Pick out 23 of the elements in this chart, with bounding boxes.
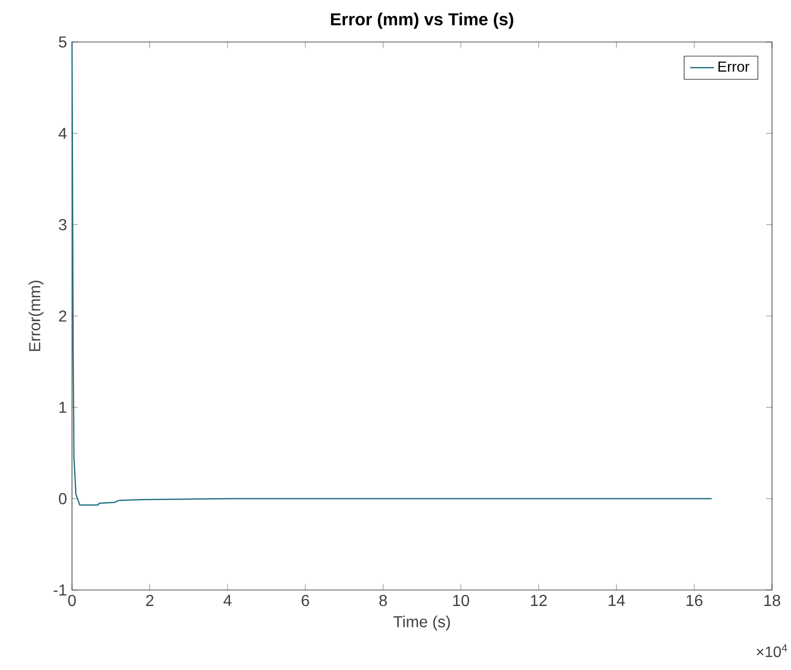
legend-label: Error (718, 62, 750, 72)
x-axis-title: Time (s) (393, 616, 450, 630)
y-tick-label: 2 (59, 310, 66, 322)
line-series (71, 41, 712, 506)
x-tick-label: 2 (146, 594, 154, 606)
y-tick-label: 5 (58, 36, 66, 48)
x-tick-label: 4 (224, 594, 232, 606)
x-tick-label: 18 (764, 594, 780, 606)
text: ×10$^{4}$ (756, 644, 788, 658)
x-tick-label: 6 (302, 594, 310, 606)
y-tick-label: 0 (58, 493, 66, 504)
x-tick-label: 16 (686, 594, 702, 606)
y-tick-label: 4 (58, 128, 67, 139)
x-tick-label: 14 (608, 594, 625, 606)
y-tick-label: -1 (54, 584, 66, 596)
y-tick-label: 3 (58, 219, 66, 230)
x-tick-label: 12 (531, 594, 547, 606)
x-tick-label: 8 (379, 594, 387, 606)
x-tick-label: 10 (453, 594, 470, 606)
x-tick-label: 0 (68, 594, 76, 606)
y-tick-label: 1 (59, 402, 66, 413)
y-axis-title: Error(mm) (28, 280, 44, 351)
chart-title: Error (mm) vs Time (s) (331, 12, 514, 29)
